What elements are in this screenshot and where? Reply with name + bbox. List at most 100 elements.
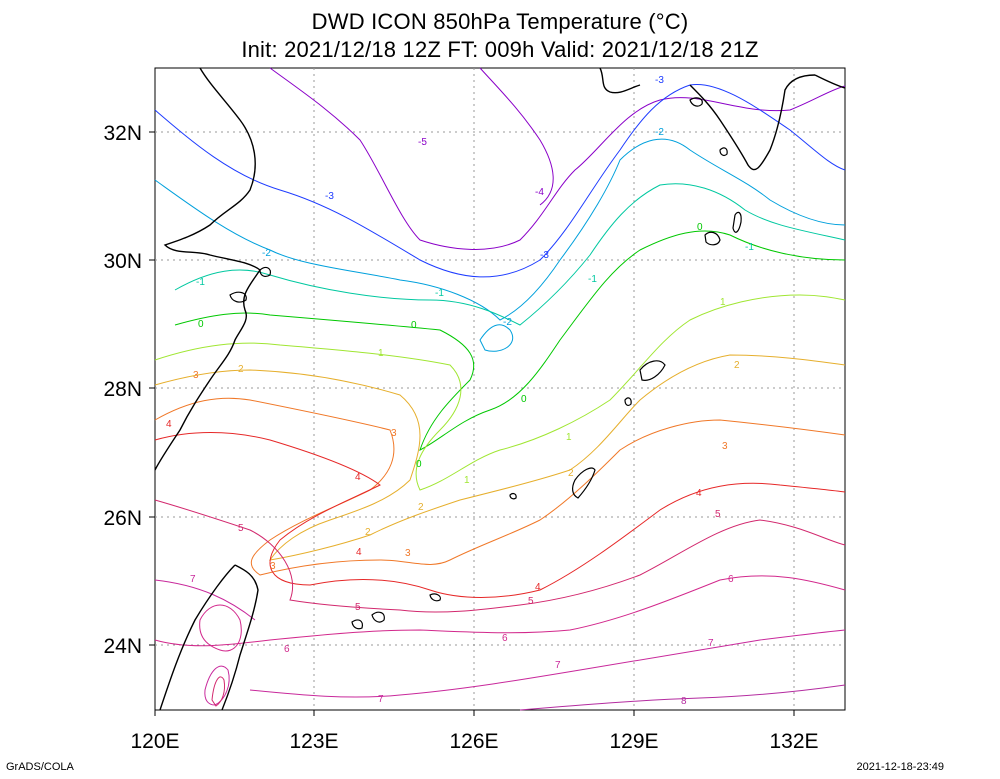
island-kume <box>509 492 517 500</box>
x-tick-123e: 123E <box>289 730 338 753</box>
contour-minus3 <box>154 83 846 278</box>
island-goto <box>719 147 728 156</box>
contour-label-4c: 4 <box>356 547 362 558</box>
contour-label-minus3: -3 <box>325 191 334 202</box>
contour-label-minus1c: -1 <box>588 274 597 285</box>
contour-label-3b: 3 <box>391 428 397 439</box>
x-tick-120e: 120E <box>130 730 179 753</box>
islands <box>229 97 742 630</box>
contour-label-minus2: -2 <box>262 248 271 259</box>
contour-label-8: 8 <box>681 696 687 707</box>
coast-taiwan <box>159 564 259 711</box>
island-iriomote <box>351 619 363 630</box>
contour-label-3d: 3 <box>405 548 411 559</box>
contour-1 <box>154 294 846 491</box>
contour-label-2c: 2 <box>418 502 424 513</box>
contour-label-6: 6 <box>284 644 290 655</box>
contour-label-minus2b: -2 <box>503 317 512 328</box>
island-yakushima <box>704 231 721 246</box>
contour-label-1b: 1 <box>464 475 470 486</box>
contour-5 <box>154 499 846 613</box>
contour-0 <box>174 230 846 451</box>
y-axis-labels: 32N 30N 28N 26N 24N <box>103 122 142 658</box>
contour-label-2d: 2 <box>568 468 574 479</box>
contour-label-7d: 7 <box>708 638 714 649</box>
contour-label-6b: 6 <box>502 633 508 644</box>
contour-taiwan-3 <box>211 676 225 707</box>
y-tick-32n: 32N <box>103 122 142 145</box>
contour-minus4 <box>479 67 554 206</box>
contour-label-1c: 1 <box>566 432 572 443</box>
contour-minus2b <box>479 324 513 352</box>
island-jeju <box>689 97 703 107</box>
contour-label-6c: 6 <box>728 574 734 585</box>
contour-label-0c: 0 <box>521 394 527 405</box>
island-okinawa <box>572 467 596 499</box>
x-tick-129e: 129E <box>609 730 658 753</box>
contour-label-1: 1 <box>378 348 384 359</box>
island-chongming <box>229 291 247 303</box>
contour-minus2 <box>154 138 846 321</box>
coast-korea <box>599 67 641 94</box>
contour-label-2e: 2 <box>734 360 740 371</box>
render-timestamp: 2021-12-18-23:49 <box>856 761 944 773</box>
island-ishigaki <box>371 611 385 623</box>
contour-label-3e: 3 <box>722 441 728 452</box>
contour-label-minus1b: -1 <box>435 288 444 299</box>
contour-label-5d: 5 <box>715 509 721 520</box>
contour-label-4b: 4 <box>355 472 361 483</box>
contour-label-3c: 3 <box>270 561 276 572</box>
contour-label-4d: 4 <box>535 582 541 593</box>
coast-china-east <box>154 67 261 471</box>
contour-label-minus3c: -3 <box>655 75 664 86</box>
contour-label-5: 5 <box>238 523 244 534</box>
contour-label-minus1d: -1 <box>745 242 754 253</box>
contour-label-minus5: -5 <box>418 137 427 148</box>
contour-label-2b: 2 <box>365 527 371 538</box>
contour-label-minus2c: -2 <box>655 127 664 138</box>
contour-minus5 <box>269 67 846 250</box>
contour-label-1d: 1 <box>720 297 726 308</box>
coastlines <box>154 67 846 711</box>
contour-label-5b: 5 <box>355 602 361 613</box>
contour-minus1 <box>174 183 846 326</box>
contour-2 <box>154 354 846 561</box>
contour-label-2: 2 <box>238 364 244 375</box>
contour-label-0d: 0 <box>416 459 422 470</box>
contour-label-7b: 7 <box>378 694 384 705</box>
coast-shikoku <box>814 74 846 89</box>
island-amami <box>639 360 666 381</box>
plot-frame <box>154 67 846 711</box>
coast-kyushu <box>689 74 816 171</box>
contour-label-minus1: -1 <box>196 277 205 288</box>
y-tick-24n: 24N <box>103 635 142 658</box>
x-tick-126e: 126E <box>449 730 498 753</box>
contour-7 <box>154 579 846 698</box>
contour-3 <box>154 397 846 576</box>
temperature-contours <box>154 67 846 711</box>
contour-labels: -5 -4 -3 -3 -3 -2 -2 -2 -1 -1 -1 -1 0 0 … <box>166 75 754 707</box>
island-tanegashima <box>732 211 742 233</box>
map-title: DWD ICON 850hPa Temperature (°C) <box>311 9 689 34</box>
contour-taiwan-2 <box>204 665 230 706</box>
axis-ticks <box>149 131 795 716</box>
contour-label-4e: 4 <box>696 488 702 499</box>
island-zhoushan <box>259 266 271 277</box>
contour-label-7c: 7 <box>555 660 561 671</box>
y-tick-28n: 28N <box>103 378 142 401</box>
contour-label-7: 7 <box>190 574 196 585</box>
contour-label-minus3b: -3 <box>540 250 549 261</box>
contour-label-0e: 0 <box>697 222 703 233</box>
contour-8 <box>519 684 846 711</box>
contour-label-0b: 0 <box>411 320 417 331</box>
contour-label-5c: 5 <box>528 596 534 607</box>
island-miyako <box>429 593 441 602</box>
y-tick-26n: 26N <box>103 507 142 530</box>
x-tick-132e: 132E <box>769 730 818 753</box>
y-tick-30n: 30N <box>103 250 142 273</box>
contour-taiwan-1 <box>199 604 242 652</box>
contour-4 <box>154 432 846 598</box>
contour-label-3: 3 <box>193 370 199 381</box>
map-subtitle: Init: 2021/12/18 12Z FT: 009h Valid: 202… <box>241 37 759 62</box>
contour-label-4: 4 <box>166 419 172 430</box>
